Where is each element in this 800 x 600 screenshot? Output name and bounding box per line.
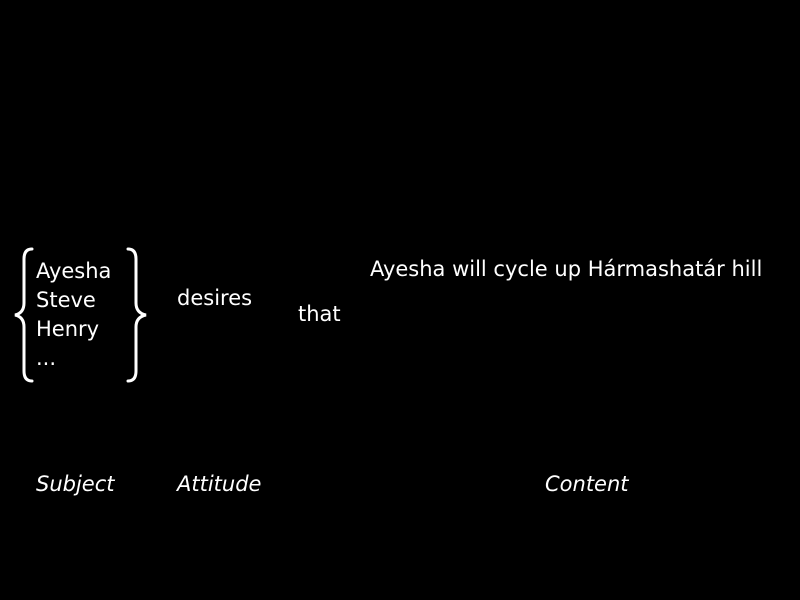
subject-item-ellipsis: ... <box>36 346 57 370</box>
content-proposition: Ayesha will cycle up Hármashatár hill <box>370 257 763 281</box>
subject-label: Subject <box>36 472 115 496</box>
right-brace <box>126 247 147 383</box>
connector-word: that <box>298 302 341 326</box>
attitude-verb: desires <box>177 286 253 310</box>
content-label: Content <box>545 472 629 496</box>
attitude-label: Attitude <box>177 472 262 496</box>
subject-item: Ayesha <box>36 259 112 283</box>
left-brace <box>14 247 34 383</box>
subject-item: Steve <box>36 288 96 312</box>
subject-item: Henry <box>36 317 100 341</box>
subject-list: Ayesha Steve Henry ... <box>36 259 111 375</box>
